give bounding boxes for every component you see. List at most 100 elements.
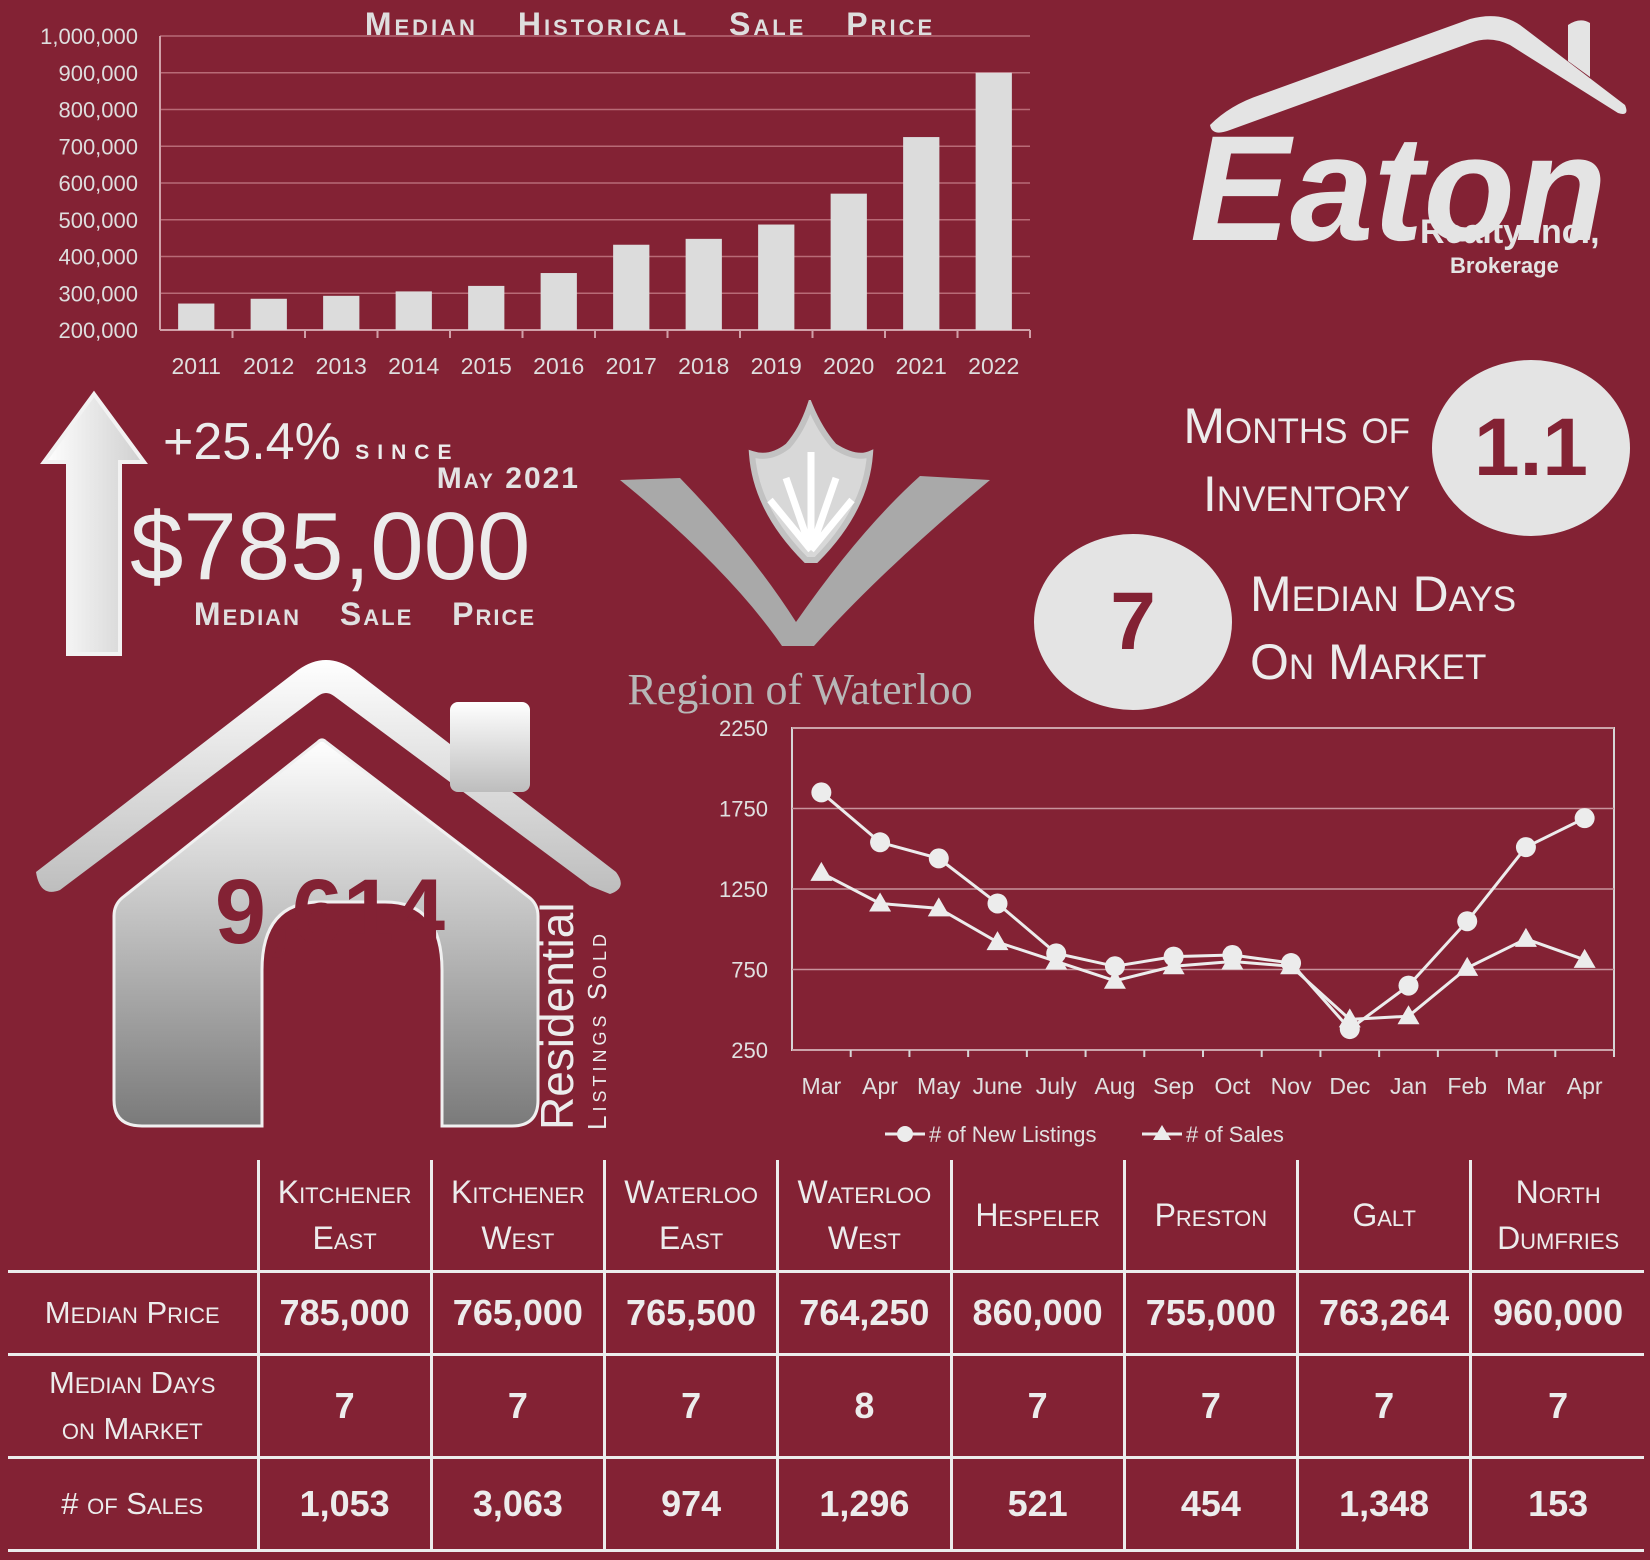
- point-sales: [1338, 1008, 1361, 1028]
- y-tick-label: 1750: [719, 797, 768, 822]
- bar: [903, 137, 940, 330]
- table-cell: 7: [949, 1354, 1125, 1458]
- point-new-listings: [1457, 911, 1478, 932]
- median-days-value: 7: [1034, 534, 1232, 710]
- y-tick-label: 750: [731, 958, 768, 983]
- table-cell: 7: [256, 1354, 432, 1458]
- y-tick-label: 700,000: [58, 134, 138, 159]
- bar: [395, 291, 432, 330]
- table-cell: 1,296: [776, 1457, 951, 1551]
- x-tick-label: Aug: [1094, 1073, 1135, 1099]
- x-tick-label: May: [917, 1073, 961, 1099]
- legend-label: # of New Listings: [929, 1122, 1097, 1147]
- row-header: Median Price: [44, 1295, 220, 1330]
- house-icon: [36, 660, 621, 1128]
- row-header: # of Sales: [61, 1486, 204, 1521]
- y-tick-label: 600,000: [58, 171, 138, 196]
- listings-sold-label: Residential Listings Sold: [531, 900, 642, 1130]
- table-cell: 974: [602, 1457, 778, 1551]
- col-header: Preston: [1122, 1160, 1298, 1272]
- point-sales: [1162, 955, 1185, 975]
- y-tick-label: 400,000: [58, 245, 138, 270]
- x-tick-label: 2018: [678, 353, 729, 379]
- moi-label-line1: Months of: [1183, 398, 1410, 454]
- point-new-listings: [1104, 956, 1125, 977]
- x-tick-label: 2013: [316, 353, 367, 379]
- bar: [975, 72, 1012, 330]
- eaton-logo: Eaton Realty Inc., Brokerage: [1170, 5, 1640, 305]
- point-new-listings: [987, 893, 1008, 914]
- months-of-inventory-value: 1.1: [1432, 360, 1630, 536]
- brand-tagline: Brokerage: [1450, 253, 1559, 278]
- legend-marker-new-listings: [897, 1126, 913, 1142]
- y-tick-label: 500,000: [58, 208, 138, 233]
- table-cell: 3,063: [429, 1457, 605, 1551]
- x-tick-label: 2021: [896, 353, 947, 379]
- table-cell: 521: [949, 1457, 1125, 1551]
- x-tick-label: 2015: [461, 353, 512, 379]
- table-cell: 1,053: [256, 1457, 432, 1551]
- bar: [178, 303, 215, 330]
- table-cell: 1,348: [1295, 1457, 1471, 1551]
- median-sale-price-label: Median Sale Price: [193, 596, 537, 632]
- bar: [613, 244, 650, 330]
- x-tick-label: Nov: [1271, 1073, 1312, 1099]
- y-tick-label: 900,000: [58, 61, 138, 86]
- price-change-row: +25.4% since: [163, 412, 459, 472]
- bar: [540, 273, 577, 330]
- point-new-listings: [1574, 808, 1595, 829]
- table-cell: 755,000: [1122, 1271, 1298, 1355]
- region-stats-table: Kitchener East Kitchener West Waterloo East…: [8, 1160, 1644, 1552]
- x-tick-label: 2014: [388, 353, 439, 379]
- x-tick-label: Mar: [802, 1073, 842, 1099]
- table-cell: 7: [1122, 1354, 1298, 1458]
- point-new-listings: [1398, 975, 1419, 996]
- bar: [323, 295, 360, 330]
- bar: [758, 224, 795, 330]
- bar: [830, 193, 867, 330]
- table-cell: 960,000: [1469, 1271, 1644, 1355]
- eaton-roof-icon: Eaton: [1190, 16, 1627, 272]
- months-of-inventory-label: Months of Inventory: [1100, 392, 1410, 528]
- bar-chart: 200,000 300,000 400,000 500,000 600,000 700,0…: [40, 24, 1031, 379]
- x-tick-label: 2020: [823, 353, 874, 379]
- y-tick-label: 1,000,000: [40, 24, 138, 49]
- table-cell: 8: [776, 1354, 951, 1458]
- x-tick-label: 2022: [968, 353, 1019, 379]
- table-cell: 7: [1295, 1354, 1471, 1458]
- row-header: Median Days on Market: [49, 1365, 216, 1446]
- x-tick-label: Apr: [1567, 1073, 1603, 1099]
- line-chart: 250 750 1250 1750 2250 Mar Apr May June July Aug Se…: [719, 716, 1615, 1147]
- col-header: Hespeler: [949, 1160, 1125, 1272]
- price-change-since: since: [355, 433, 460, 466]
- table-cell: 765,500: [602, 1271, 778, 1355]
- table-cell: 764,250: [776, 1271, 951, 1355]
- point-sales: [810, 861, 833, 881]
- point-sales: [1045, 950, 1068, 970]
- mdom-label-line2: On Market: [1250, 634, 1487, 690]
- point-sales: [1456, 956, 1479, 976]
- x-tick-label: Dec: [1329, 1073, 1370, 1099]
- point-new-listings: [811, 782, 832, 803]
- x-tick-label: Apr: [862, 1073, 898, 1099]
- price-change-date: May 2021: [436, 462, 580, 495]
- table-cell: 7: [429, 1354, 605, 1458]
- legend-label: # of Sales: [1186, 1122, 1284, 1147]
- point-sales: [927, 897, 950, 917]
- x-tick-label: 2011: [172, 353, 221, 379]
- series-line-sales: [820, 871, 1586, 1021]
- point-new-listings: [870, 832, 891, 853]
- y-tick-label: 2250: [719, 716, 768, 741]
- point-sales: [1103, 969, 1126, 989]
- point-sales: [1280, 955, 1303, 975]
- x-tick-label: 2017: [606, 353, 657, 379]
- y-tick-label: 250: [731, 1038, 768, 1063]
- table-row: Median Days on Market 7 7 7 8 7 7 7 7: [8, 1354, 1644, 1458]
- table-cell: 763,264: [1295, 1271, 1471, 1355]
- table-corner: [8, 1160, 258, 1272]
- x-tick-label: Sep: [1153, 1073, 1194, 1099]
- x-tick-label: 2019: [751, 353, 802, 379]
- bar: [250, 298, 287, 330]
- point-sales: [869, 892, 892, 912]
- x-tick-label: June: [973, 1073, 1023, 1099]
